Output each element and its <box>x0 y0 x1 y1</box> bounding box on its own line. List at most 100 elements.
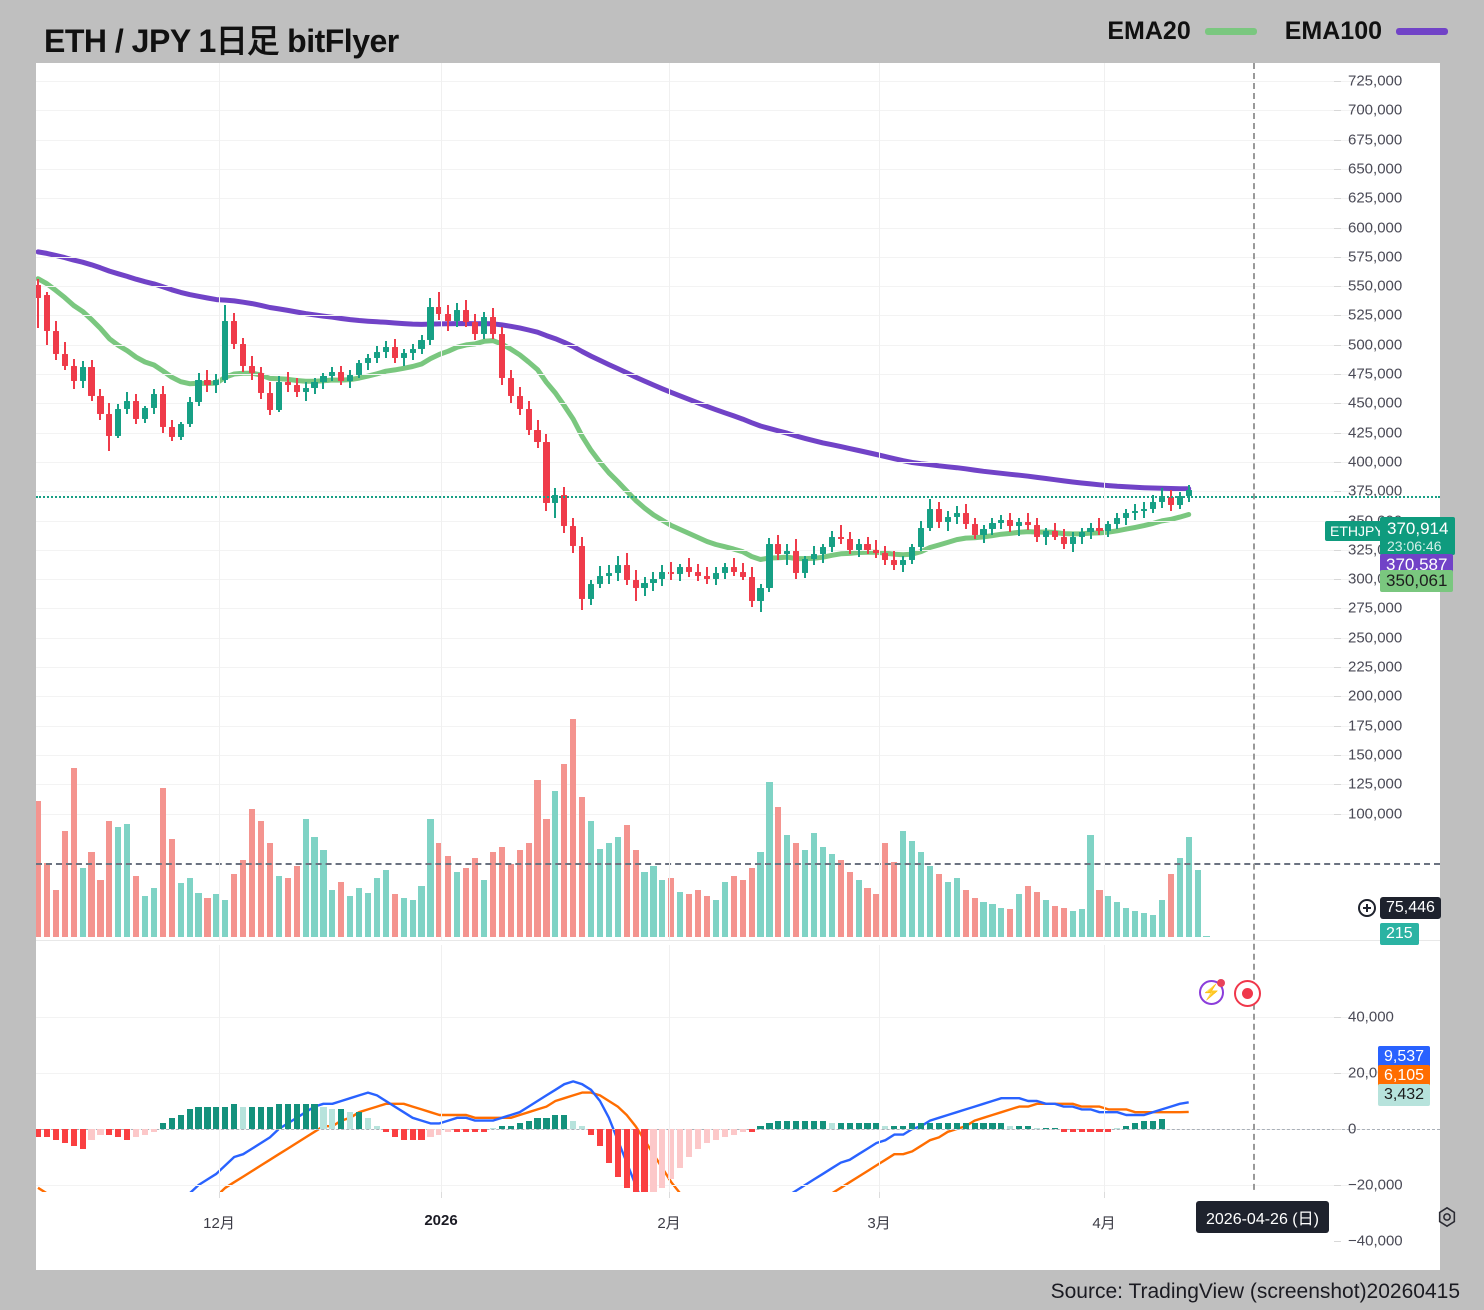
legend-item-ema100[interactable]: EMA100 <box>1285 17 1448 46</box>
candle <box>436 291 443 321</box>
volume-bar <box>133 876 140 937</box>
axis-tick <box>1334 139 1341 141</box>
candle-body <box>1042 531 1050 537</box>
price-axis-label: 100,000 <box>1348 805 1403 822</box>
plot-surface[interactable]: ⚡ 12月 2026 2月 3月 4月 2026-04-26 (日) <box>36 63 1456 1270</box>
candle <box>463 300 470 328</box>
volume-bar <box>1176 858 1183 937</box>
candle-body <box>204 379 211 385</box>
volume-bar <box>748 868 755 937</box>
lightning-alert-icon[interactable]: ⚡ <box>1199 979 1225 1005</box>
macd-histogram-bar <box>338 1109 345 1129</box>
crosshair-target-icon[interactable] <box>1358 899 1376 917</box>
candle-body <box>721 567 728 574</box>
candle <box>364 354 372 371</box>
candle-body <box>596 575 604 584</box>
price-axis-label: 475,000 <box>1348 365 1403 383</box>
volume-bar <box>882 842 889 937</box>
macd-histogram-bar <box>1042 1127 1050 1129</box>
candle-body <box>534 430 541 442</box>
candle <box>668 561 675 581</box>
time-axis-label: 2月 <box>657 1215 681 1232</box>
volume-bar <box>409 899 416 937</box>
candle-body <box>579 546 586 600</box>
macd-histogram-bar <box>61 1129 68 1143</box>
macd-histogram-bar <box>980 1123 987 1129</box>
volume-bar <box>150 887 158 937</box>
candle <box>204 370 211 392</box>
volume-bar <box>43 863 50 937</box>
time-axis[interactable]: 12月 2026 2月 3月 4月 2026-04-26 (日) <box>36 1192 1456 1270</box>
legend-item-ema20[interactable]: EMA20 <box>1107 17 1257 46</box>
price-series-svg <box>36 249 1192 562</box>
gridline <box>36 725 1370 727</box>
gear-icon[interactable] <box>1436 1206 1458 1228</box>
volume-bar <box>543 819 550 937</box>
candle <box>231 313 238 350</box>
ema20-value-badge: 350,061 <box>1380 570 1454 592</box>
candle-body <box>1149 501 1157 509</box>
candle <box>926 499 934 532</box>
axis-tick <box>1334 1241 1341 1242</box>
candle-body <box>52 330 59 355</box>
macd-panel[interactable] <box>36 945 1440 1192</box>
volume-bar <box>989 903 996 937</box>
volume-panel[interactable] <box>36 692 1440 940</box>
macd-histogram-bar <box>605 1129 612 1163</box>
candle <box>133 393 140 425</box>
volume-bar <box>1042 899 1050 937</box>
signal-value-badge: 6,105 <box>1378 1065 1431 1087</box>
volume-bar <box>703 895 711 937</box>
candle-body <box>694 572 702 576</box>
volume-bar <box>248 809 256 937</box>
macd-histogram-bar <box>463 1129 470 1132</box>
price-axis-label: 700,000 <box>1348 101 1403 119</box>
axis-tick <box>1334 374 1341 375</box>
candle <box>1016 518 1023 536</box>
gridline <box>36 110 1370 112</box>
macd-histogram-bar <box>1105 1129 1112 1132</box>
price-axis-label: 400,000 <box>1348 453 1403 471</box>
macd-histogram-bar <box>36 1129 42 1138</box>
gridline <box>36 520 1370 522</box>
candle <box>855 539 862 557</box>
price-panel[interactable] <box>36 63 1440 692</box>
volume-bar <box>106 820 113 937</box>
macd-histogram-bar <box>1140 1120 1148 1129</box>
candle-body <box>516 396 523 410</box>
gridline <box>36 491 1370 493</box>
candle-body <box>828 536 835 548</box>
macd-histogram-bar <box>900 1126 907 1129</box>
gridline <box>36 549 1370 551</box>
candle-body <box>1060 536 1067 544</box>
macd-histogram-bar <box>864 1123 871 1129</box>
macd-histogram-bar <box>802 1120 809 1129</box>
price-axis-label: 725,000 <box>1348 72 1403 90</box>
candle <box>1176 492 1183 509</box>
candle <box>953 506 960 524</box>
candle-body <box>543 441 550 503</box>
macd-histogram-bar <box>1051 1127 1058 1129</box>
candle <box>650 572 657 591</box>
macd-histogram-bar <box>534 1117 541 1129</box>
macd-histogram-bar <box>329 1109 336 1129</box>
record-circle-icon[interactable] <box>1234 980 1261 1007</box>
volume-bar <box>1123 907 1130 937</box>
macd-histogram-bar <box>926 1123 934 1129</box>
candle <box>88 359 95 401</box>
volume-bar <box>1185 836 1192 937</box>
candle <box>1033 518 1041 542</box>
time-axis-label: 4月 <box>1092 1215 1116 1232</box>
candle-wick <box>786 543 789 566</box>
candle <box>445 304 452 331</box>
macd-histogram-bar <box>998 1123 1005 1129</box>
axis-tick <box>1334 813 1341 815</box>
candle-body <box>70 365 77 382</box>
candle <box>159 385 166 433</box>
volume-bar <box>1016 893 1023 937</box>
candle-body <box>748 576 755 602</box>
volume-bar <box>614 836 621 937</box>
macd-histogram-bar <box>1087 1129 1094 1132</box>
macd-histogram-bar <box>837 1123 844 1129</box>
volume-bar <box>944 881 951 937</box>
